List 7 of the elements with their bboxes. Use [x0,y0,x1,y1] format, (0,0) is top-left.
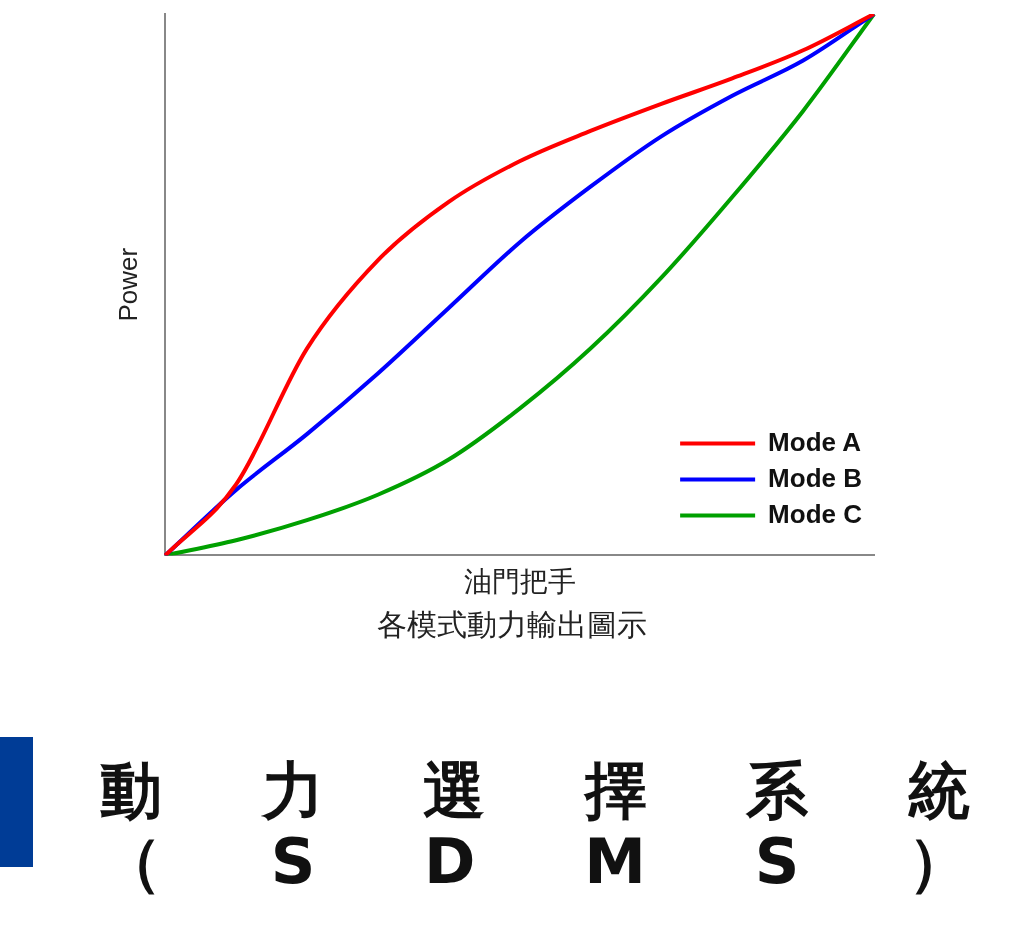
y-axis-title: Power [112,247,143,322]
legend-label: Mode C [768,498,863,529]
legend-label: Mode A [768,426,862,457]
text: 動力選擇系統（SDMS） [100,754,971,899]
text: 各模式動力輸出圖示 [376,606,648,644]
legend-label: Mode B [768,462,863,493]
x-axis-title: 油門把手 [463,565,576,599]
